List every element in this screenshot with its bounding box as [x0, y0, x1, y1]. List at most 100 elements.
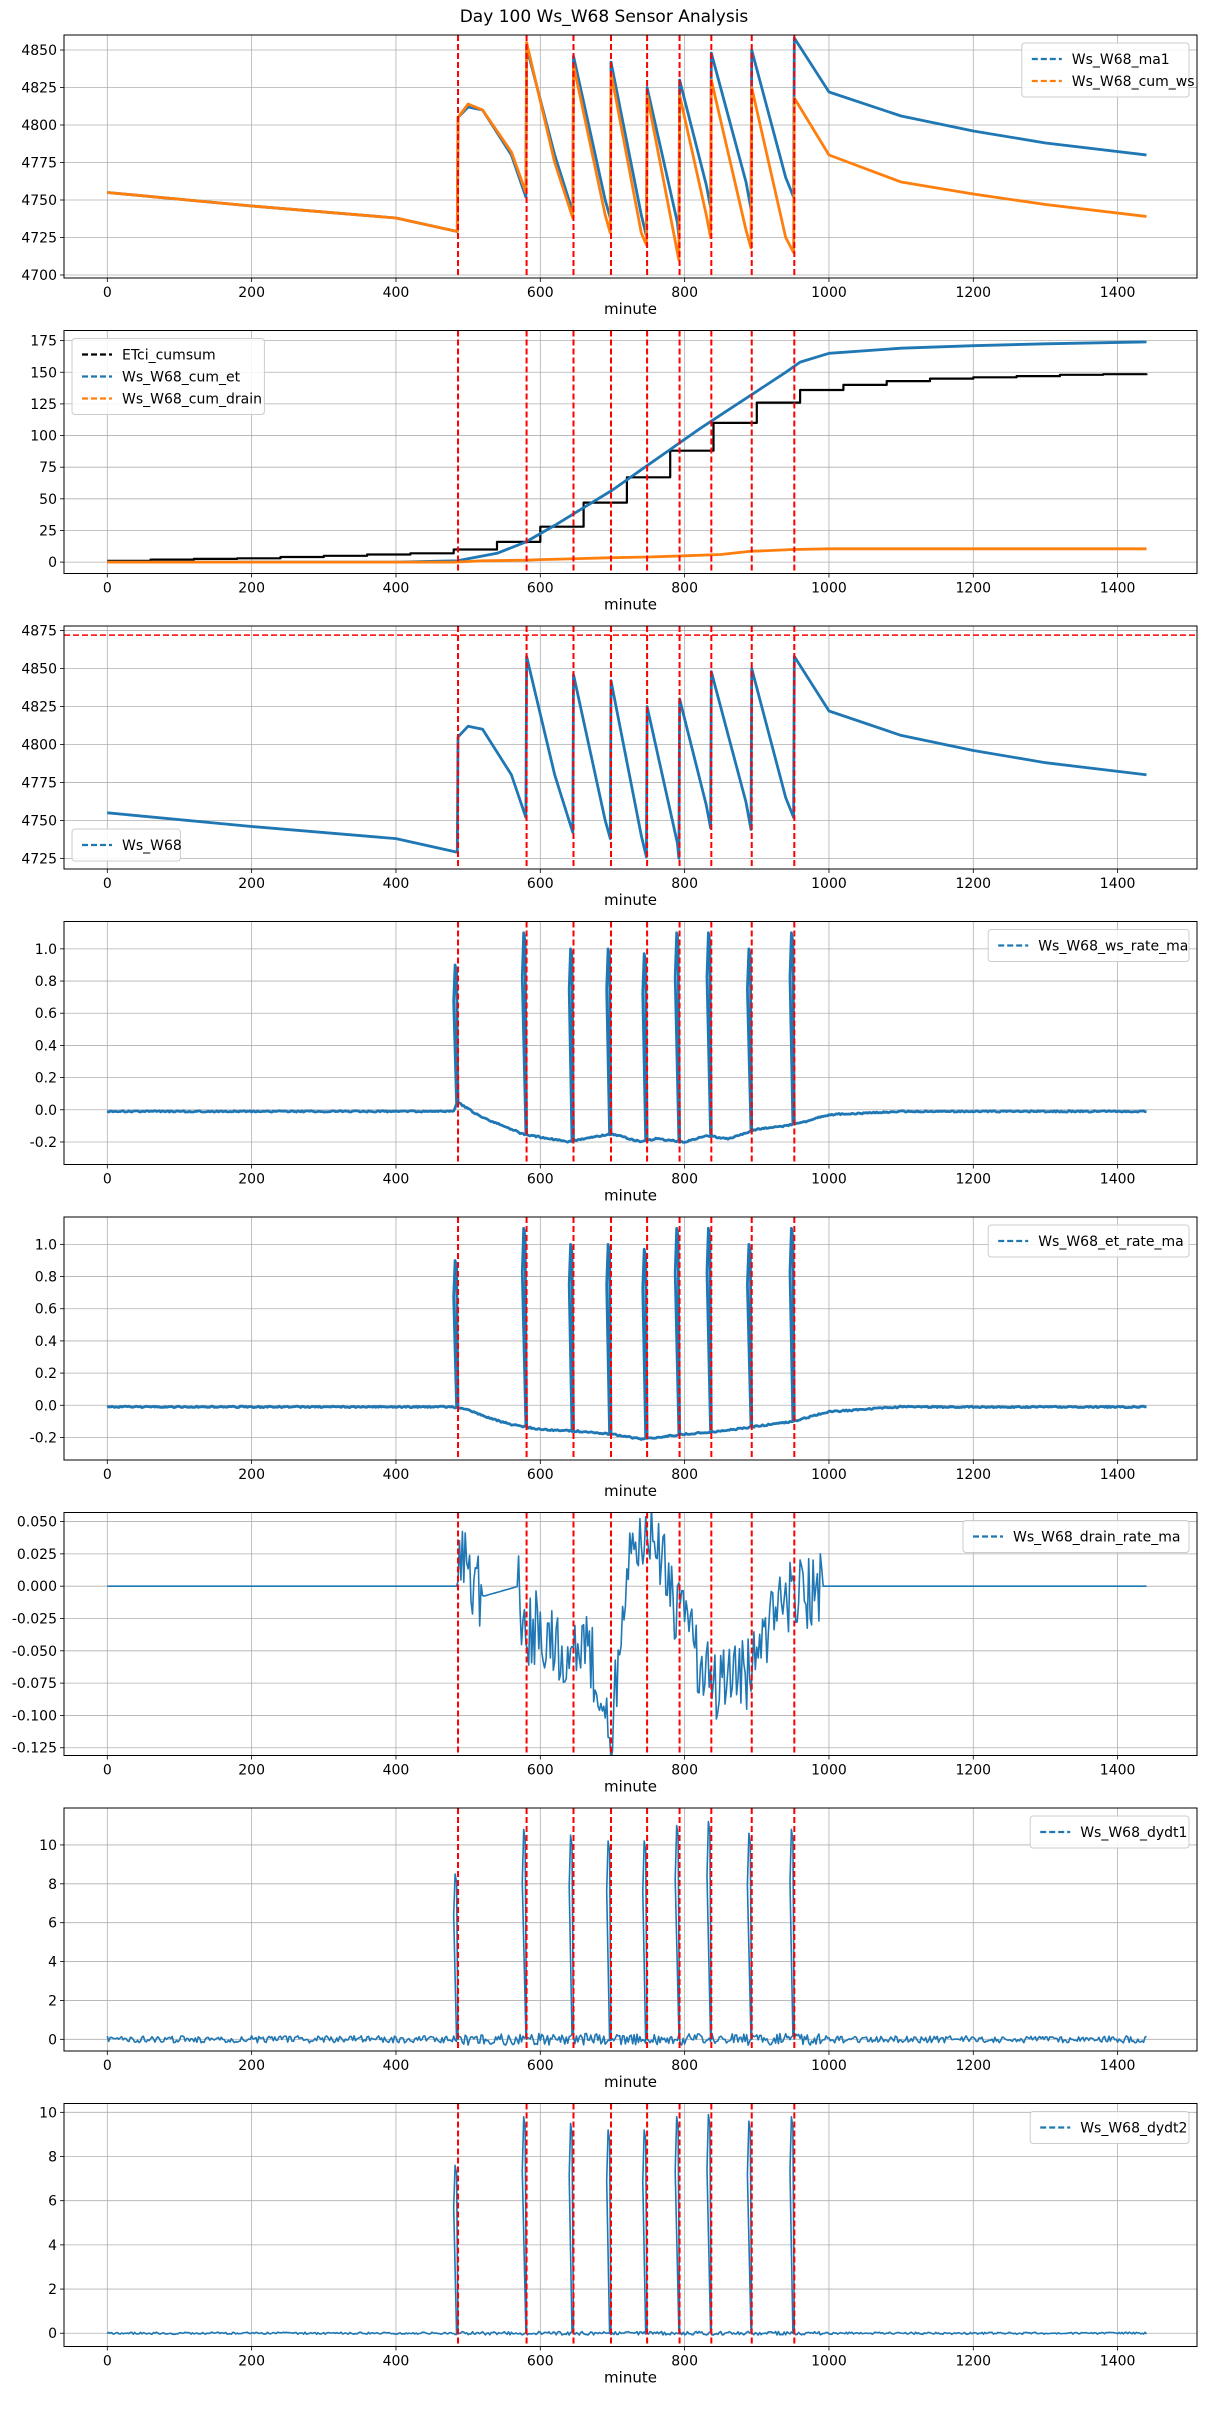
y-tick-label: 0.4 — [35, 1038, 57, 1054]
y-tick-label: 4875 — [21, 624, 57, 640]
y-tick-label: 0.6 — [35, 1302, 57, 1318]
y-tick-label: 0.8 — [35, 974, 57, 990]
y-tick-label: 4825 — [21, 81, 57, 97]
y-tick-label: 6 — [48, 2194, 57, 2210]
x-tick-label: 400 — [383, 1467, 410, 1483]
legend: ETci_cumsum Ws_W68_cum_et Ws_W68_cum_drain — [71, 338, 265, 415]
x-tick-label: 600 — [527, 1763, 554, 1779]
legend-label: Ws_W68_dydt1 — [1080, 1825, 1187, 1841]
y-tick-label: 0.2 — [35, 1071, 57, 1087]
subplot-p5: -0.2 0.0 0.2 0.4 0.6 0.8 1.0 0 200 400 600 800 1000 1… — [30, 1216, 1198, 1500]
y-tick-label: 4750 — [21, 193, 57, 209]
x-tick-label: 200 — [238, 1467, 265, 1483]
y-tick-label: 4800 — [21, 118, 57, 134]
x-tick-label: 600 — [527, 285, 554, 301]
x-tick-label: 200 — [238, 285, 265, 301]
x-tick-label: 1200 — [955, 1467, 991, 1483]
x-tick-label: 400 — [383, 876, 410, 892]
x-tick-label: 1400 — [1100, 581, 1136, 597]
y-tick-label: 8 — [48, 1877, 57, 1893]
subplot-p1: 4700 4725 4750 4775 4800 4825 4850 0 200 400 600 80… — [21, 34, 1198, 318]
x-axis-label: minute — [604, 1482, 657, 1500]
y-tick-label: 2 — [48, 2282, 57, 2298]
legend-label: Ws_W68_cum_et — [122, 370, 241, 386]
x-tick-label: 1200 — [955, 1172, 991, 1188]
y-tick-label: -0.075 — [12, 1676, 57, 1692]
legend-label: Ws_W68_et_rate_ma — [1038, 1234, 1184, 1250]
x-tick-label: 1400 — [1100, 876, 1136, 892]
series-line-Ws_W68_drain_rate_ma — [107, 1512, 1147, 1756]
x-tick-label: 0 — [103, 1172, 112, 1188]
x-axis-label: minute — [604, 891, 657, 909]
y-tick-label: 4775 — [21, 775, 57, 791]
x-tick-label: 200 — [238, 1172, 265, 1188]
x-tick-label: 1000 — [811, 1763, 847, 1779]
x-tick-label: 1200 — [955, 876, 991, 892]
y-tick-label: 0.0 — [35, 1103, 57, 1119]
legend-label: Ws_W68_cum_drain — [122, 392, 262, 408]
x-tick-label: 200 — [238, 1763, 265, 1779]
axes-frame — [63, 625, 1198, 870]
x-tick-label: 200 — [238, 2058, 265, 2074]
x-axis-label: minute — [604, 300, 657, 318]
y-tick-label: 0.2 — [35, 1366, 57, 1382]
y-tick-label: 4725 — [21, 851, 57, 867]
figure-title: Day 100 Ws_W68 Sensor Analysis — [460, 7, 749, 27]
y-tick-label: 2 — [48, 1993, 57, 2009]
legend-box — [71, 338, 265, 415]
legend-box — [71, 828, 181, 862]
axes-frame — [63, 2103, 1198, 2347]
x-axis-label: minute — [604, 596, 657, 614]
legend-label: Ws_W68_ws_rate_ma — [1038, 939, 1188, 955]
y-tick-label: -0.050 — [12, 1644, 57, 1660]
axes-frame — [63, 1807, 1198, 2052]
y-tick-label: 0.0 — [35, 1398, 57, 1414]
y-tick-label: 50 — [39, 492, 57, 508]
legend-box — [1021, 42, 1190, 98]
x-tick-label: 1400 — [1100, 1467, 1136, 1483]
x-tick-label: 1400 — [1100, 1763, 1136, 1779]
x-tick-label: 200 — [238, 2354, 265, 2370]
x-tick-label: 800 — [671, 2354, 698, 2370]
x-tick-label: 0 — [103, 2058, 112, 2074]
legend: Ws_W68_ws_rate_ma — [987, 929, 1190, 962]
x-axis-label: minute — [604, 1187, 657, 1205]
legend: Ws_W68_dydt1 — [1029, 1815, 1190, 1849]
plot-area — [106, 1808, 1147, 2051]
plot-area — [64, 626, 1197, 869]
x-tick-label: 1000 — [811, 1467, 847, 1483]
subplot-p3: 4725 4750 4775 4800 4825 4850 4875 0 200 400 600 80… — [21, 624, 1198, 909]
x-tick-label: 1400 — [1100, 1172, 1136, 1188]
x-tick-label: 0 — [103, 1467, 112, 1483]
x-tick-label: 400 — [383, 285, 410, 301]
subplot-p2: 0 25 50 75 100 125 150 175 0 200 400 600 800 1000 1200… — [30, 330, 1198, 614]
x-tick-label: 1000 — [811, 285, 847, 301]
y-tick-label: 0.000 — [17, 1579, 57, 1595]
plot-area — [106, 1217, 1147, 1460]
series-line-Ws_W68_ws_rate_ma — [106, 931, 1147, 1144]
y-tick-label: 10 — [39, 1838, 57, 1854]
y-tick-label: 0.025 — [17, 1547, 57, 1563]
x-tick-label: 600 — [527, 1172, 554, 1188]
x-tick-label: 0 — [103, 1763, 112, 1779]
y-tick-label: 0.8 — [35, 1270, 57, 1286]
x-tick-label: 1000 — [811, 1172, 847, 1188]
y-tick-label: 4 — [48, 1955, 57, 1971]
legend-label: Ws_W68_cum_ws — [1072, 74, 1195, 90]
legend: Ws_W68 — [71, 828, 182, 862]
x-tick-label: 800 — [671, 1467, 698, 1483]
x-tick-label: 1000 — [811, 876, 847, 892]
x-axis-label: minute — [604, 2369, 657, 2387]
y-tick-label: 0.6 — [35, 1006, 57, 1022]
y-tick-label: 1.0 — [35, 1237, 57, 1253]
x-tick-label: 800 — [671, 285, 698, 301]
x-tick-label: 600 — [527, 2354, 554, 2370]
series-line-Ws_W68_cum_et — [107, 340, 1147, 564]
x-tick-label: 1000 — [811, 581, 847, 597]
y-tick-label: 150 — [30, 365, 57, 381]
y-tick-label: -0.025 — [12, 1611, 57, 1627]
y-tick-label: 4 — [48, 2238, 57, 2254]
x-tick-label: 400 — [383, 1763, 410, 1779]
x-tick-label: 400 — [383, 2354, 410, 2370]
